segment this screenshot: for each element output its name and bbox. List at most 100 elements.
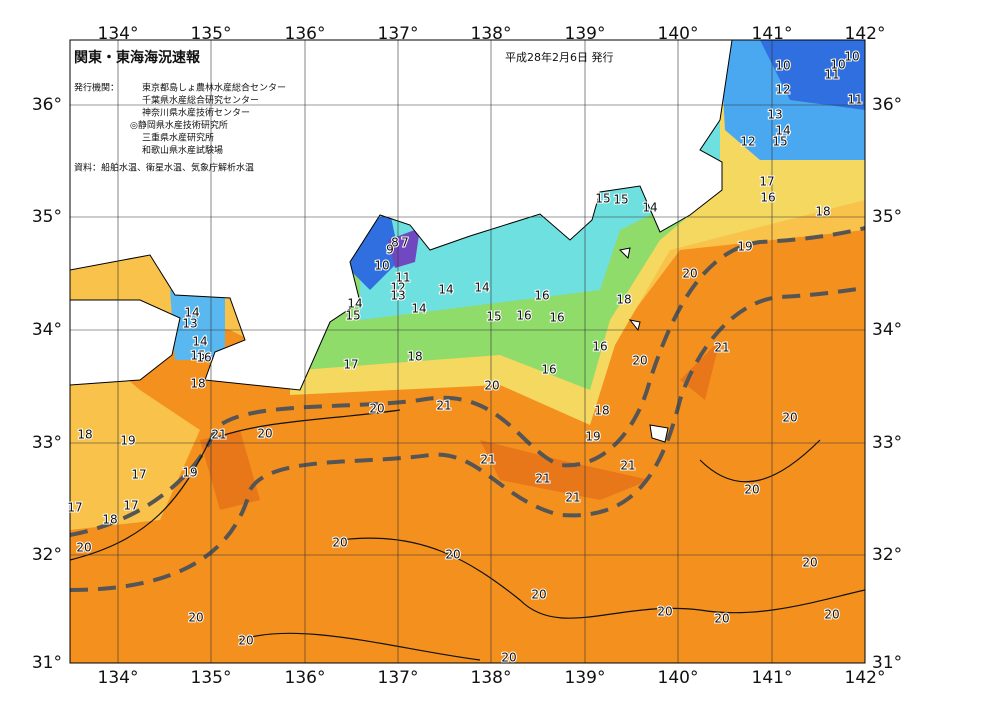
issuer: 三重県水産研究所 [142,132,214,144]
contour-label: 20 [824,608,839,622]
contour-label: 16 [760,191,775,205]
contour-label: 21 [565,491,580,505]
contour-label: 19 [182,466,197,480]
contour-label: 16 [196,351,211,365]
map-frame [69,39,866,664]
contour-label: 18 [102,513,117,527]
contour-label: 17 [131,468,146,482]
lat-label-right: 31° [872,653,902,673]
contour-label: 20 [188,611,203,625]
contour-label: 15 [595,192,610,206]
lat-label-right: 33° [872,433,902,453]
contour-label: 21 [211,428,226,442]
contour-label: 20 [257,427,272,441]
lat-label-left: 31° [32,653,62,673]
contour-label: 13 [767,108,782,122]
contour-label: 20 [501,651,516,665]
contour-label: 20 [369,402,384,416]
contour-label: 10 [374,259,389,273]
contour-label: 10 [775,59,790,73]
lon-label-top: 136° [285,24,326,44]
contour-label: 16 [534,289,549,303]
contour-label: 19 [585,430,600,444]
lat-label-left: 34° [32,320,62,340]
contour-label: 19 [737,240,752,254]
warm-core [200,340,720,510]
lat-label-right: 34° [872,320,902,340]
lon-label-bottom: 142° [845,668,886,688]
issuer-label: 発行機関： [74,82,119,94]
contour-label: 14 [411,302,426,316]
contour-label: 16 [541,363,556,377]
issue-date: 平成28年2月6日 発行 [505,50,614,64]
contour-label: 11 [824,68,839,82]
contour-label: 18 [77,428,92,442]
contour-label: 21 [535,472,550,486]
lon-label-bottom: 139° [565,668,606,688]
contour-label: 15 [486,310,501,324]
contour-label: 11 [847,93,862,107]
contour-label: 20 [682,267,697,281]
source: 資料：船舶水温、衛星水温、気象庁解析水温 [74,162,254,174]
issuer: 東京都島しょ農林水産総合センター [142,82,286,94]
contour-label: 20 [782,411,797,425]
contour-label: 18 [594,404,609,418]
contour-label: 17 [343,358,358,372]
contour-label: 13 [182,317,197,331]
sea-temperature-field [70,40,865,663]
lon-label-top: 140° [658,24,699,44]
issuer-list: 東京都島しょ農林水産総合センター千葉県水産総合研究センター神奈川県水産技術センタ… [130,82,286,157]
lat-label-left: 32° [32,545,62,565]
lon-label-bottom: 141° [752,668,793,688]
lat-label-right: 35° [872,207,902,227]
contour-label: 20 [76,541,91,555]
contour-label: 20 [332,536,347,550]
contour-label: 10 [830,58,845,72]
contour-label: 15 [345,309,360,323]
contour-label: 20 [632,354,647,368]
contour-label: 15 [190,349,205,363]
kuroshio-path [70,286,865,592]
lat-label-left: 36° [32,95,62,115]
contour-label: 14 [775,124,790,138]
cold-water [760,40,865,110]
title: 関東・東海海況速報 [74,49,201,66]
cold-water [388,228,420,268]
graticule: 134° 134° 135° 135° 136° 136° 137° 137° 138° 138°… [32,24,902,688]
contour-label: 14 [474,281,489,295]
contour-label: 21 [436,399,451,413]
contour-label: 16 [592,340,607,354]
contour-label: 17 [67,501,82,515]
lat-label-left: 35° [32,207,62,227]
contour-label: 14 [347,297,362,311]
contour-label: 14 [642,201,657,215]
contour-label: 20 [802,556,817,570]
lat-label-right: 32° [872,545,902,565]
contour-label: 18 [190,377,205,391]
lat-label-left: 33° [32,433,62,453]
contour-label: 15 [772,135,787,149]
contour-label: 20 [531,588,546,602]
contour-label: 11 [395,271,410,285]
issuer: ◎静岡県水産技術研究所 [130,119,228,131]
lon-label-top: 139° [565,24,606,44]
lon-label-bottom: 138° [471,668,512,688]
contour-label: 13 [390,289,405,303]
lon-label-bottom: 136° [285,668,326,688]
contour-label: 17 [123,499,138,513]
contour-label: 20 [714,612,729,626]
contour-label: 21 [620,459,635,473]
isotherm [70,409,865,661]
issuer: 神奈川県水産技術センター [142,107,250,119]
contour-label: 17 [759,175,774,189]
land-shikoku [70,299,181,386]
contour-label: 18 [815,205,830,219]
contour-label: 10 [844,50,859,64]
contour-label: 20 [657,605,672,619]
contour-label: 14 [438,283,453,297]
lon-label-top: 142° [845,24,886,44]
lon-label-top: 141° [752,24,793,44]
lon-label-top: 135° [191,24,232,44]
contour-label: 12 [390,281,405,295]
